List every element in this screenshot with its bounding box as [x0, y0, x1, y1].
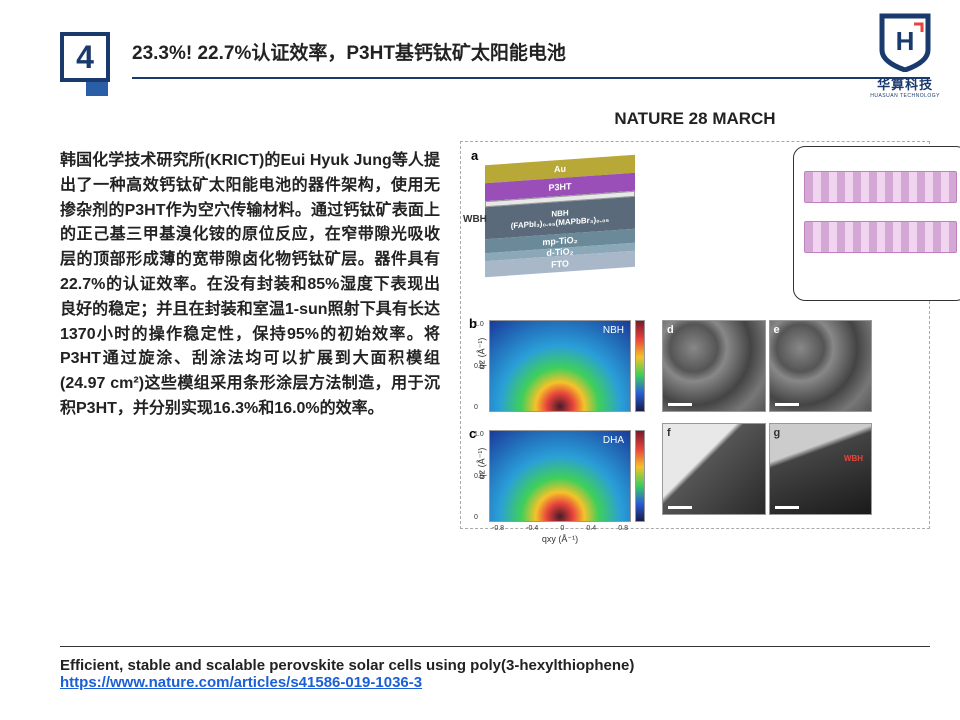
company-logo: H 华算科技 HUASUAN TECHNOLOGY	[870, 12, 940, 99]
wbh-arrow-label: WBH	[463, 214, 487, 225]
giwaxs-c-xticks: -0.8-0.400.40.8	[490, 525, 630, 532]
giwaxs-c-sample: DHA	[603, 435, 624, 446]
section-number-badge: 4	[60, 32, 110, 82]
logo-company-name: 华算科技	[870, 74, 940, 93]
device-layer-stack: AuP3HTNBH (FAPbI₃)₀.₉₅(MAPbBr₃)₀.₀₅mp-Ti…	[485, 148, 665, 308]
scale-bar-e	[775, 403, 799, 406]
giwaxs-plot-c: DHA qz (Å⁻¹) -0.8-0.400.40.8 qxy (Å⁻¹) 1…	[489, 430, 631, 522]
paper-link[interactable]: https://www.nature.com/articles/s41586-0…	[60, 674, 422, 691]
giwaxs-column: b NBH qz (Å⁻¹) 1.00.50 c DHA qz (Å⁻¹)	[489, 320, 631, 522]
colorbar-c	[635, 430, 645, 522]
wbh-annotation: WBH	[844, 454, 863, 463]
panel-d-label: d	[667, 324, 674, 336]
slide-header: 4 23.3%! 22.7%认证效率，P3HT基钙钛矿太阳能电池 H 华算科技 …	[0, 0, 960, 79]
molecule-band-bottom	[804, 221, 957, 253]
panel-e-label: e	[774, 324, 780, 336]
content-area: 韩国化学技术研究所(KRICT)的Eui Hyuk Jung等人提出了一种高效钙…	[0, 79, 960, 529]
giwaxs-c-yticks: 1.00.50	[474, 431, 484, 521]
panel-a: a AuP3HTNBH (FAPbI₃)₀.₉₅(MAPbBr₃)₀.₀₅mp-…	[467, 148, 923, 316]
giwaxs-x-axis: qxy (Å⁻¹)	[490, 534, 630, 545]
journal-label: NATURE 28 MARCH	[460, 109, 930, 129]
panel-f-label: f	[667, 427, 671, 439]
figure-column: NATURE 28 MARCH a AuP3HTNBH (FAPbI₃)₀.₉₅…	[460, 109, 930, 529]
colorbar-b	[635, 320, 645, 412]
scale-bar-g	[775, 506, 799, 509]
paper-title: Efficient, stable and scalable perovskit…	[60, 657, 930, 674]
panel-c: c DHA qz (Å⁻¹) -0.8-0.400.40.8 qxy (Å⁻¹)…	[489, 430, 631, 522]
svg-text:H: H	[896, 26, 915, 56]
figure-container: a AuP3HTNBH (FAPbI₃)₀.₉₅(MAPbBr₃)₀.₀₅mp-…	[460, 141, 930, 529]
logo-shield-icon: H	[878, 12, 932, 72]
text-column: 韩国化学技术研究所(KRICT)的Eui Hyuk Jung等人提出了一种高效钙…	[60, 109, 440, 529]
scale-bar-f	[668, 506, 692, 509]
giwaxs-b-yticks: 1.00.50	[474, 321, 484, 411]
panel-a-label: a	[471, 148, 478, 163]
panel-f: f	[662, 423, 766, 515]
footer: Efficient, stable and scalable perovskit…	[60, 646, 930, 692]
molecule-inset	[793, 146, 960, 301]
scale-bar-d	[668, 403, 692, 406]
molecule-band-top	[804, 171, 957, 203]
sem-grid: d e f g WBH	[662, 320, 872, 522]
panel-g-label: g	[774, 427, 781, 439]
giwaxs-b-sample: NBH	[603, 325, 624, 336]
logo-company-sub: HUASUAN TECHNOLOGY	[870, 93, 940, 99]
panel-d: d	[662, 320, 766, 412]
panel-e: e	[769, 320, 873, 412]
giwaxs-plot-b: NBH qz (Å⁻¹) 1.00.50	[489, 320, 631, 412]
bottom-panels-row: b NBH qz (Å⁻¹) 1.00.50 c DHA qz (Å⁻¹)	[467, 320, 923, 522]
panel-b: b NBH qz (Å⁻¹) 1.00.50	[489, 320, 631, 412]
panel-g: g WBH	[769, 423, 873, 515]
abstract-text: 韩国化学技术研究所(KRICT)的Eui Hyuk Jung等人提出了一种高效钙…	[60, 149, 440, 422]
slide-title: 23.3%! 22.7%认证效率，P3HT基钙钛矿太阳能电池	[132, 28, 930, 79]
